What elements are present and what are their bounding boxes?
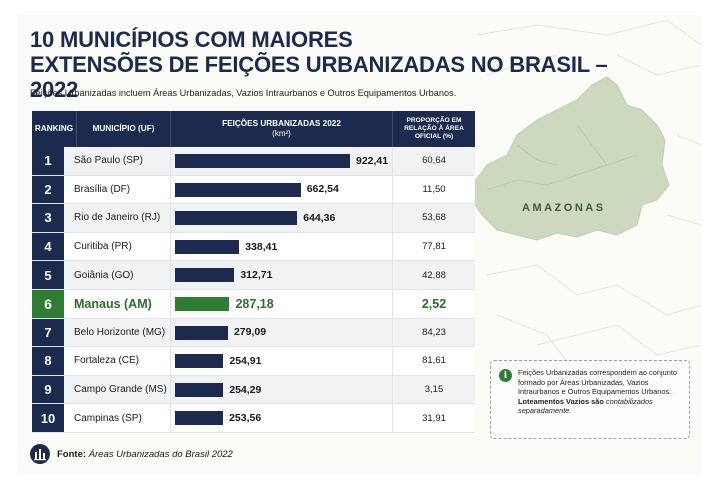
bar-value-label: 287,18 [235,296,274,311]
bar-cell: 287,18 [170,290,392,318]
proporcao-value: 31,91 [392,404,475,432]
table-row: 4 Curitiba (PR) 338,41 77,81 [32,232,475,262]
rank-badge: 1 [32,147,64,175]
table-row: 5 Goiânia (GO) 312,71 42,88 [32,261,475,290]
header-proporcao-line-3: OFICIAL (%) [414,133,454,141]
header-proporcao: PROPORÇÃO EM RELAÇÃO À ÁREA OFICIAL (%) [392,111,475,147]
rank-badge: 7 [32,318,64,347]
header-municipio: MUNICÍPIO (UF) [76,111,170,147]
title-line-1: 10 MUNICÍPIOS COM MAIORES [30,27,353,52]
bar-mark [175,182,301,197]
table-row: 8 Fortaleza (CE) 254,91 81,61 [32,347,475,376]
map-background [471,19,701,396]
map-region-label: AMAZONAS [522,202,606,214]
title-line-2: EXTENSÕES DE FEIÇÕES URBANIZADAS NO BRAS… [30,52,608,102]
rank-badge: 9 [32,375,64,404]
municipio-label: Brasília (DF) [74,183,131,195]
proporcao-value: 81,61 [392,347,475,375]
proporcao-value: 84,23 [392,318,475,347]
note-text-bold: Loteamentos Vazios são [518,396,604,406]
bar-value-label: 253,56 [229,412,262,425]
header-feicoes: FEIÇÕES URBANIZADAS 2022 (km²) [170,111,392,147]
bar-mark [175,325,228,340]
bar-mark [175,211,298,226]
bar-value-label: 922,41 [356,154,389,167]
rank-badge: 3 [32,204,64,232]
bar-mark [175,268,235,283]
municipio-label: Goiânia (GO) [74,269,134,281]
amazonas-state-shape [471,76,670,241]
header-proporcao-line-1: PROPORÇÃO EM [406,116,462,124]
table-row: 1 São Paulo (SP) 922,41 60,64 [32,147,475,176]
proporcao-value: 3,15 [392,375,475,404]
proporcao-value: 53,68 [392,204,475,232]
bar-mark [175,154,350,168]
municipio-label: Rio de Janeiro (RJ) [74,212,161,224]
table-row: 10 Campinas (SP) 253,56 31,91 [32,404,475,433]
building-icon [30,444,50,464]
bar-cell: 662,54 [170,175,392,204]
bar-mark [175,297,230,311]
bar-mark [175,382,224,397]
source-text: Áreas Urbanizadas do Brasil 2022 [88,449,233,460]
info-note: i Feições Urbanizadas correspondem ao co… [490,360,690,439]
proporcao-value: 77,81 [392,232,475,261]
table-row: 9 Campo Grande (MS) 254,29 3,15 [32,375,475,405]
bar-mark [175,354,224,369]
note-text: Feições Urbanizadas correspondem ao conj… [518,368,686,416]
table-row: 3 Rio de Janeiro (RJ) 644,36 53,68 [32,204,475,233]
bar-value-label: 254,91 [229,354,262,367]
bar-cell: 253,56 [170,404,392,432]
table-row: 6 Manaus (AM) 287,18 2,52 [32,290,475,319]
table-header: RANKING MUNICÍPIO (UF) FEIÇÕES URBANIZAD… [32,111,475,147]
proporcao-value: 11,50 [392,175,475,204]
municipio-label: São Paulo (SP) [74,155,143,167]
source-credit: Fonte: Áreas Urbanizadas do Brasil 2022 [57,449,233,460]
header-feicoes-unit: (km²) [272,129,291,138]
page-title: 10 MUNICÍPIOS COM MAIORES EXTENSÕES DE F… [30,27,650,102]
infographic-card: 10 MUNICÍPIOS COM MAIORES EXTENSÕES DE F… [17,15,701,474]
bar-cell: 254,29 [170,375,392,404]
table-row: 2 Brasília (DF) 662,54 11,50 [32,175,475,205]
bar-cell: 312,71 [170,261,392,289]
proporcao-value: 60,64 [392,147,475,175]
rank-badge: 6 [32,290,64,318]
rank-badge: 2 [32,175,64,204]
source-label: Fonte: [57,449,87,460]
proporcao-value: 42,88 [392,261,475,289]
ranking-table: RANKING MUNICÍPIO (UF) FEIÇÕES URBANIZAD… [32,111,475,433]
header-ranking: RANKING [34,124,74,133]
municipio-label: Fortaleza (CE) [74,355,140,367]
bar-value-label: 644,36 [303,211,336,224]
bar-value-label: 279,09 [233,326,267,339]
municipio-label: Belo Horizonte (MG) [74,326,166,338]
bar-cell: 922,41 [170,147,392,175]
rank-badge: 8 [32,347,64,375]
info-icon: i [499,369,512,382]
bar-value-label: 254,29 [229,383,262,396]
bar-cell: 254,91 [170,347,392,375]
bar-value-label: 338,41 [245,240,278,253]
header-proporcao-line-2: RELAÇÃO À ÁREA [404,124,464,132]
municipio-label: Curitiba (PR) [74,241,132,253]
bar-value-label: 662,54 [306,183,339,196]
header-feicoes-label: FEIÇÕES URBANIZADAS 2022 [222,119,341,128]
municipio-label: Campinas (SP) [74,412,142,424]
municipio-label: Manaus (AM) [74,296,152,311]
bar-cell: 644,36 [170,204,392,232]
rank-badge: 10 [32,404,64,432]
bar-value-label: 312,71 [240,269,273,282]
proporcao-value: 2,52 [392,290,475,318]
table-row: 7 Belo Horizonte (MG) 279,09 84,23 [32,318,475,348]
bar-cell: 279,09 [170,318,392,347]
bar-mark [175,239,240,254]
subtitle: Feições Urbanizadas incluem Áreas Urbani… [30,88,457,98]
rank-badge: 5 [32,261,64,289]
note-text-main: Feições Urbanizadas correspondem ao conj… [518,368,677,396]
municipio-label: Campo Grande (MS) [74,384,167,396]
note-text-italic: contabilizados separadamente. [518,396,653,416]
bar-mark [175,411,224,426]
rank-badge: 4 [32,232,64,261]
bar-cell: 338,41 [170,232,392,261]
